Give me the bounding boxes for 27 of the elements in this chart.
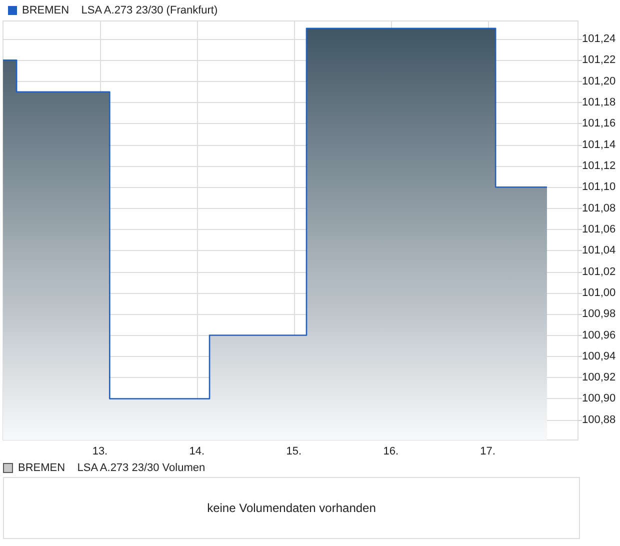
legend-label: BREMEN LSA A.273 23/30 (Frankfurt) <box>22 4 218 16</box>
x-tick-label: 13. <box>92 446 108 458</box>
y-tick-label: 101,06 <box>582 223 616 236</box>
text: keine Volumendaten vorhanden <box>207 501 376 515</box>
y-tick-label: 101,08 <box>582 202 616 214</box>
y-tick-label: 101,24 <box>582 32 616 45</box>
y-tick-label: 101,20 <box>582 75 616 88</box>
x-tick-label: 14. <box>189 446 205 458</box>
x-tick-label: 16. <box>383 446 399 458</box>
y-tick-label: 100,88 <box>582 414 616 426</box>
y-tick-label: 101,12 <box>582 160 616 172</box>
y-tick-label: 101,00 <box>582 286 616 299</box>
text: BREMEN LSA A.273 23/30 Volumen <box>18 462 206 474</box>
x-tick-label: 17. <box>480 446 496 458</box>
y-tick-label: 101,18 <box>582 96 616 108</box>
y-tick-label: 100,96 <box>582 329 616 342</box>
y-tick-label: 101,22 <box>582 54 616 66</box>
y-tick-label: 100,90 <box>582 392 616 405</box>
y-tick-label: 101,16 <box>582 118 616 130</box>
y-tick-label: 101,14 <box>582 138 616 151</box>
y-tick-label: 101,10 <box>582 181 616 194</box>
y-tick-label: 101,04 <box>582 244 616 257</box>
y-tick-label: 100,94 <box>582 350 616 362</box>
x-tick-label: 15. <box>286 446 302 458</box>
y-tick-label: 100,98 <box>582 308 616 320</box>
y-tick-label: 101,02 <box>582 266 616 278</box>
y-tick-label: 100,92 <box>582 372 616 384</box>
